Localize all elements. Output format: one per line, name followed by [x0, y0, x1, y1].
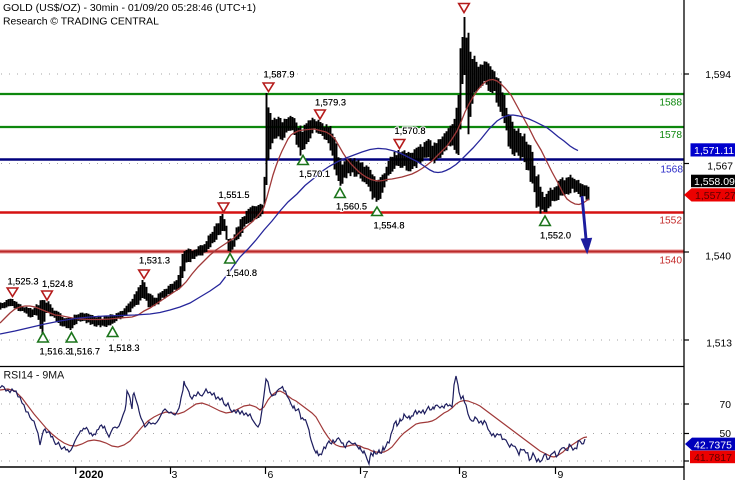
svg-text:9: 9 — [558, 469, 564, 480]
svg-text:1,579.3: 1,579.3 — [315, 98, 346, 108]
svg-text:1588: 1588 — [659, 98, 682, 109]
svg-text:1,554.8: 1,554.8 — [374, 220, 405, 230]
svg-text:1,524.8: 1,524.8 — [42, 279, 73, 289]
svg-text:1,560.5: 1,560.5 — [336, 202, 367, 212]
svg-text:2020: 2020 — [79, 469, 103, 480]
svg-text:1,513: 1,513 — [706, 339, 732, 350]
svg-text:1,587.9: 1,587.9 — [264, 70, 295, 80]
svg-text:1,558.09: 1,558.09 — [694, 176, 735, 188]
svg-text:70: 70 — [720, 400, 732, 411]
svg-text:7: 7 — [363, 469, 369, 480]
svg-text:1,557.27: 1,557.27 — [695, 190, 735, 202]
svg-text:1,540.8: 1,540.8 — [226, 268, 257, 278]
svg-text:1,552.0: 1,552.0 — [540, 230, 571, 240]
svg-text:1540: 1540 — [659, 256, 682, 267]
svg-text:1552: 1552 — [659, 216, 682, 227]
svg-text:1,518.3: 1,518.3 — [109, 343, 140, 353]
svg-text:RSI14 - 9MA: RSI14 - 9MA — [4, 370, 66, 382]
svg-text:41.7817: 41.7817 — [694, 452, 732, 464]
svg-text:8: 8 — [462, 469, 468, 480]
svg-text:3: 3 — [172, 469, 178, 480]
svg-text:GOLD (US$/OZ) - 30min - 01/09/: GOLD (US$/OZ) - 30min - 01/09/20 05:28:4… — [3, 2, 256, 14]
svg-text:1,525.3: 1,525.3 — [8, 277, 39, 287]
svg-text:42.7375: 42.7375 — [694, 440, 732, 452]
svg-text:1,516.7: 1,516.7 — [69, 347, 100, 357]
svg-text:1,570.8: 1,570.8 — [395, 126, 426, 136]
svg-text:Research © TRADING CENTRAL: Research © TRADING CENTRAL — [3, 17, 159, 28]
svg-text:1,531.3: 1,531.3 — [139, 256, 170, 266]
svg-text:1,570.1: 1,570.1 — [299, 169, 330, 179]
svg-text:1,540: 1,540 — [705, 252, 731, 263]
svg-text:1,551.5: 1,551.5 — [219, 190, 250, 200]
svg-text:1568: 1568 — [660, 165, 683, 176]
svg-text:1,594: 1,594 — [705, 70, 731, 81]
svg-text:6: 6 — [268, 469, 274, 480]
svg-text:1,571.11: 1,571.11 — [694, 145, 734, 157]
svg-text:1,567: 1,567 — [707, 162, 733, 173]
svg-text:1,516.3: 1,516.3 — [40, 347, 71, 357]
svg-text:1578: 1578 — [659, 130, 682, 141]
